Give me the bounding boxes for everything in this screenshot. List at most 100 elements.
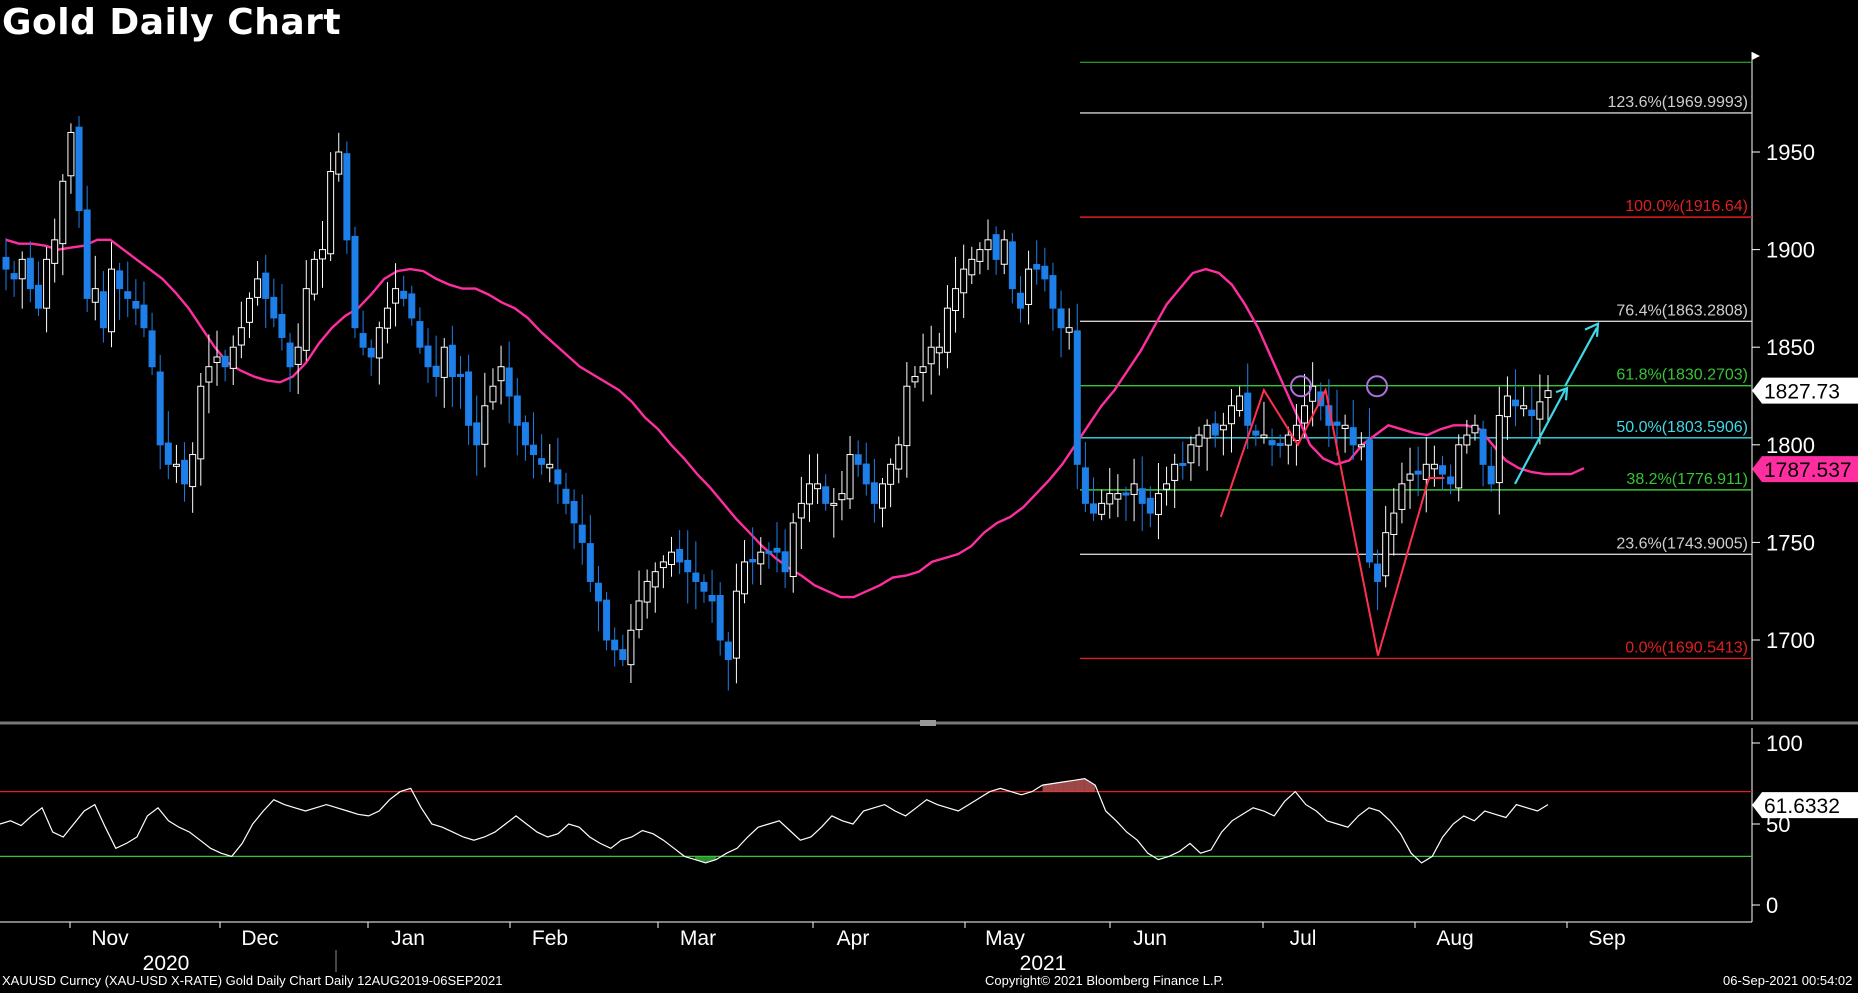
candle-down <box>521 422 529 446</box>
candle-down <box>611 639 619 651</box>
candle-down <box>765 550 773 554</box>
rsi-tick-label: 0 <box>1766 893 1778 918</box>
candle-up <box>911 375 919 383</box>
candle-down <box>1122 492 1130 496</box>
footer-copyright: Copyright© 2021 Bloomberg Finance L.P. <box>985 973 1225 988</box>
fib-label: 50.0%(1803.5906) <box>1616 419 1748 436</box>
rsi-value-tag: 61.6332 <box>1752 792 1858 819</box>
candle-down <box>1041 265 1049 280</box>
month-label: Jan <box>391 927 425 950</box>
candle-down <box>400 290 408 299</box>
price-tick-label: 1850 <box>1766 335 1815 360</box>
candle-down <box>164 442 172 465</box>
last-price-tag-text: 1827.73 <box>1764 381 1840 404</box>
price-tick-label: 1700 <box>1766 628 1815 653</box>
candle-up <box>1219 424 1227 431</box>
candle-up <box>1390 512 1398 535</box>
moving-average-tag-text: 1787.537 <box>1764 459 1852 482</box>
trend-arrow-segment <box>1514 389 1566 485</box>
candle-down <box>781 551 789 573</box>
candle-down <box>181 459 189 485</box>
candle-down <box>1414 470 1422 475</box>
candle-down <box>140 304 148 329</box>
candle-down <box>359 333 367 348</box>
candle-down <box>367 347 375 358</box>
candle-up <box>667 551 675 566</box>
candle-up <box>1382 532 1390 577</box>
candle-up <box>1000 239 1008 265</box>
candle-down <box>513 395 521 426</box>
candle-down <box>1349 427 1357 446</box>
candle-down <box>538 458 546 465</box>
candle-up <box>327 171 335 255</box>
candle-up <box>481 405 489 445</box>
candle-up <box>741 561 749 595</box>
candle-down <box>586 543 594 582</box>
candle-down <box>724 641 732 661</box>
moving-average-tag-bg <box>1752 456 1858 483</box>
candle-down <box>408 293 416 319</box>
candle-up <box>635 600 643 631</box>
candle-down <box>505 367 513 397</box>
panel-divider-handle[interactable] <box>920 720 936 726</box>
candle-up <box>1520 405 1528 410</box>
candle-up <box>960 268 968 294</box>
candle-up <box>67 131 75 177</box>
candle-down <box>456 373 464 377</box>
candle-up <box>1536 401 1544 420</box>
candle-up <box>18 258 26 280</box>
candle-down <box>132 300 140 309</box>
candle-up <box>943 307 951 353</box>
candle-up <box>43 258 51 309</box>
rsi-overbought-fill <box>1063 780 1075 792</box>
month-label: Mar <box>680 927 716 950</box>
candle-down <box>1374 563 1382 582</box>
peak-circle-left <box>1290 375 1312 398</box>
candle-down <box>1244 392 1252 426</box>
candle-up <box>805 483 813 505</box>
candle-down <box>351 235 359 329</box>
target-arrow-segment <box>1564 327 1598 387</box>
rsi-oversold-fill <box>705 856 717 863</box>
candle-down <box>1333 421 1341 426</box>
peak-circle-right <box>1366 375 1388 398</box>
candle-down <box>1365 439 1373 563</box>
candle-up <box>846 454 854 500</box>
candle-up <box>392 288 400 304</box>
candle-up <box>1406 473 1414 481</box>
candle-up <box>797 502 805 519</box>
candle-up <box>1187 444 1195 464</box>
month-label: Jul <box>1290 927 1317 950</box>
candle-down <box>619 649 627 661</box>
target-arrow-head <box>1584 322 1600 337</box>
candle-up <box>205 366 213 383</box>
rsi-overbought-fill <box>1042 783 1054 792</box>
candle-up <box>659 561 667 569</box>
candle-up <box>197 385 205 460</box>
top-arrow-marker <box>1752 52 1760 60</box>
month-label: Nov <box>91 927 129 950</box>
month-label: Dec <box>241 927 278 950</box>
candle-up <box>189 454 197 488</box>
candle-up <box>254 278 262 298</box>
month-label: May <box>985 927 1025 950</box>
candle-up <box>732 590 740 659</box>
candle-up <box>627 629 635 666</box>
candle-down <box>270 296 278 319</box>
candle-down <box>1179 462 1187 466</box>
candle-up <box>91 288 99 303</box>
candle-up <box>1154 493 1162 515</box>
candle-down <box>562 488 570 504</box>
candle-up <box>1284 434 1292 446</box>
month-label: Jun <box>1133 927 1167 950</box>
candle-down <box>1276 442 1284 446</box>
fib-label: 38.2%(1776.911) <box>1626 471 1748 488</box>
candle-up <box>237 327 245 346</box>
candle-down <box>432 365 440 377</box>
candle-up <box>643 580 651 603</box>
candle-down <box>1138 488 1146 504</box>
candle-down <box>1438 465 1446 475</box>
candle-down <box>83 209 91 299</box>
candle-down <box>10 273 18 280</box>
footer-security-info: XAUUSD Curncy (XAU-USD X-RATE) Gold Dail… <box>2 973 503 988</box>
